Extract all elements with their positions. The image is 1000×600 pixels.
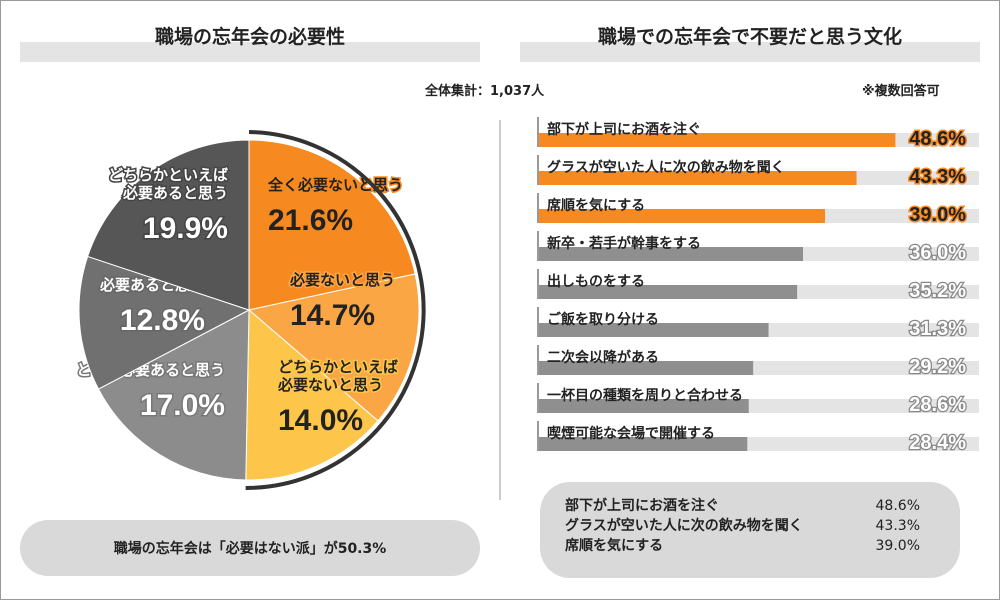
bar-axis-tick <box>537 269 539 299</box>
bar-category-label: 部下が上司にお酒を注ぐ <box>547 121 701 138</box>
bar-value-label: 35.2% <box>909 280 966 302</box>
bar-value-label: 28.6% <box>909 394 966 416</box>
bar-axis-tick <box>537 345 539 375</box>
pie-slice-value: 14.0% <box>278 404 363 437</box>
bar <box>539 285 798 299</box>
divider <box>499 120 501 500</box>
bar-value-label: 48.6% <box>909 128 966 150</box>
bar-value-label: 28.4% <box>909 432 966 454</box>
bar-axis-tick <box>537 155 539 185</box>
bar <box>539 361 754 375</box>
bar-category-label: 席順を気にする <box>547 197 645 214</box>
bar-category-label: 新卒・若手が幹事をする <box>547 235 701 252</box>
total-respondents: 全体集計：1,037人 <box>425 84 545 99</box>
bar-axis-tick <box>537 383 539 413</box>
pie-slice-value: 12.8% <box>120 304 205 337</box>
top3-row: 部下が上司にお酒を注ぐ 48.6% <box>565 496 920 516</box>
top3-label: 席順を気にする <box>565 538 664 554</box>
pie-slice-label: 必要ないと思う <box>277 376 383 394</box>
top3-label: グラスが空いた人に次の飲み物を聞く <box>565 518 803 534</box>
bar <box>539 133 896 147</box>
pie-slice <box>247 273 420 422</box>
top3-value: 39.0% <box>875 538 920 554</box>
pie-slice-label: 必要ないと思う <box>289 271 395 289</box>
pie-slice <box>97 309 250 481</box>
bar-category-label: グラスが空いた人に次の飲み物を聞く <box>547 159 785 176</box>
bar-category-label: 出しものをする <box>547 273 645 290</box>
top3-value: 43.3% <box>875 518 920 534</box>
top3-label: 部下が上司にお酒を注ぐ <box>565 498 719 514</box>
pie-slice <box>87 139 250 311</box>
pie-slice-value: 19.9% <box>143 212 228 245</box>
bar <box>539 247 803 261</box>
bar-value-label: 36.0% <box>909 242 966 264</box>
summary-pill: 職場の忘年会は「必要はない派」が50.3% <box>20 520 480 576</box>
bar-axis-tick <box>537 231 539 261</box>
pie-slice <box>245 308 379 481</box>
pie-slice-label: 必要あると思う <box>122 184 228 202</box>
left-title: 職場の忘年会の必要性 <box>154 26 345 48</box>
bar <box>539 171 857 185</box>
top3-row: グラスが空いた人に次の飲み物を聞く 43.3% <box>565 516 920 536</box>
top3-value: 48.6% <box>875 498 920 514</box>
bar <box>539 209 825 223</box>
bar-axis-tick <box>537 117 539 147</box>
pie-slice-value: 17.0% <box>140 389 225 422</box>
right-title-bar <box>520 42 980 62</box>
bar-category-label: 二次会以降がある <box>547 349 659 366</box>
bar-axis-tick <box>537 421 539 451</box>
bar-category-label: ご飯を取り分ける <box>547 311 659 328</box>
top3-row: 席順を気にする 39.0% <box>565 536 920 556</box>
bar <box>539 437 748 451</box>
unnecessary-group-arc <box>245 130 426 490</box>
pie-slice-label: 全く必要ないと思う <box>267 176 403 194</box>
bar-category-label: 喫煙可能な会場で開催する <box>547 425 715 442</box>
right-title: 職場での忘年会で不要だと思う文化 <box>597 26 902 48</box>
top3-pill: 部下が上司にお酒を注ぐ 48.6% グラスが空いた人に次の飲み物を聞く 43.3% … <box>540 482 960 578</box>
pie-slice <box>78 255 251 390</box>
bar <box>539 399 749 413</box>
bar-value-label: 29.2% <box>909 356 966 378</box>
pie-slice-label: どちらかといえば <box>108 166 228 184</box>
bar <box>539 323 769 337</box>
left-title-bar <box>20 42 480 62</box>
multiple-answer-note: ※複数回答可 <box>862 84 940 99</box>
pie-slice-value: 21.6% <box>268 204 353 237</box>
pie-slice-value: 14.7% <box>290 299 375 332</box>
bar-axis-tick <box>537 307 539 337</box>
bar-value-label: 39.0% <box>909 204 966 226</box>
pie-slice <box>248 139 416 311</box>
bar-axis-tick <box>537 193 539 223</box>
bar-value-label: 43.3% <box>909 166 966 188</box>
pie-slice-label: どちらかといえば <box>278 358 398 376</box>
bar-value-label: 31.3% <box>909 318 966 340</box>
bar-category-label: 一杯目の種類を周りと合わせる <box>547 387 743 404</box>
